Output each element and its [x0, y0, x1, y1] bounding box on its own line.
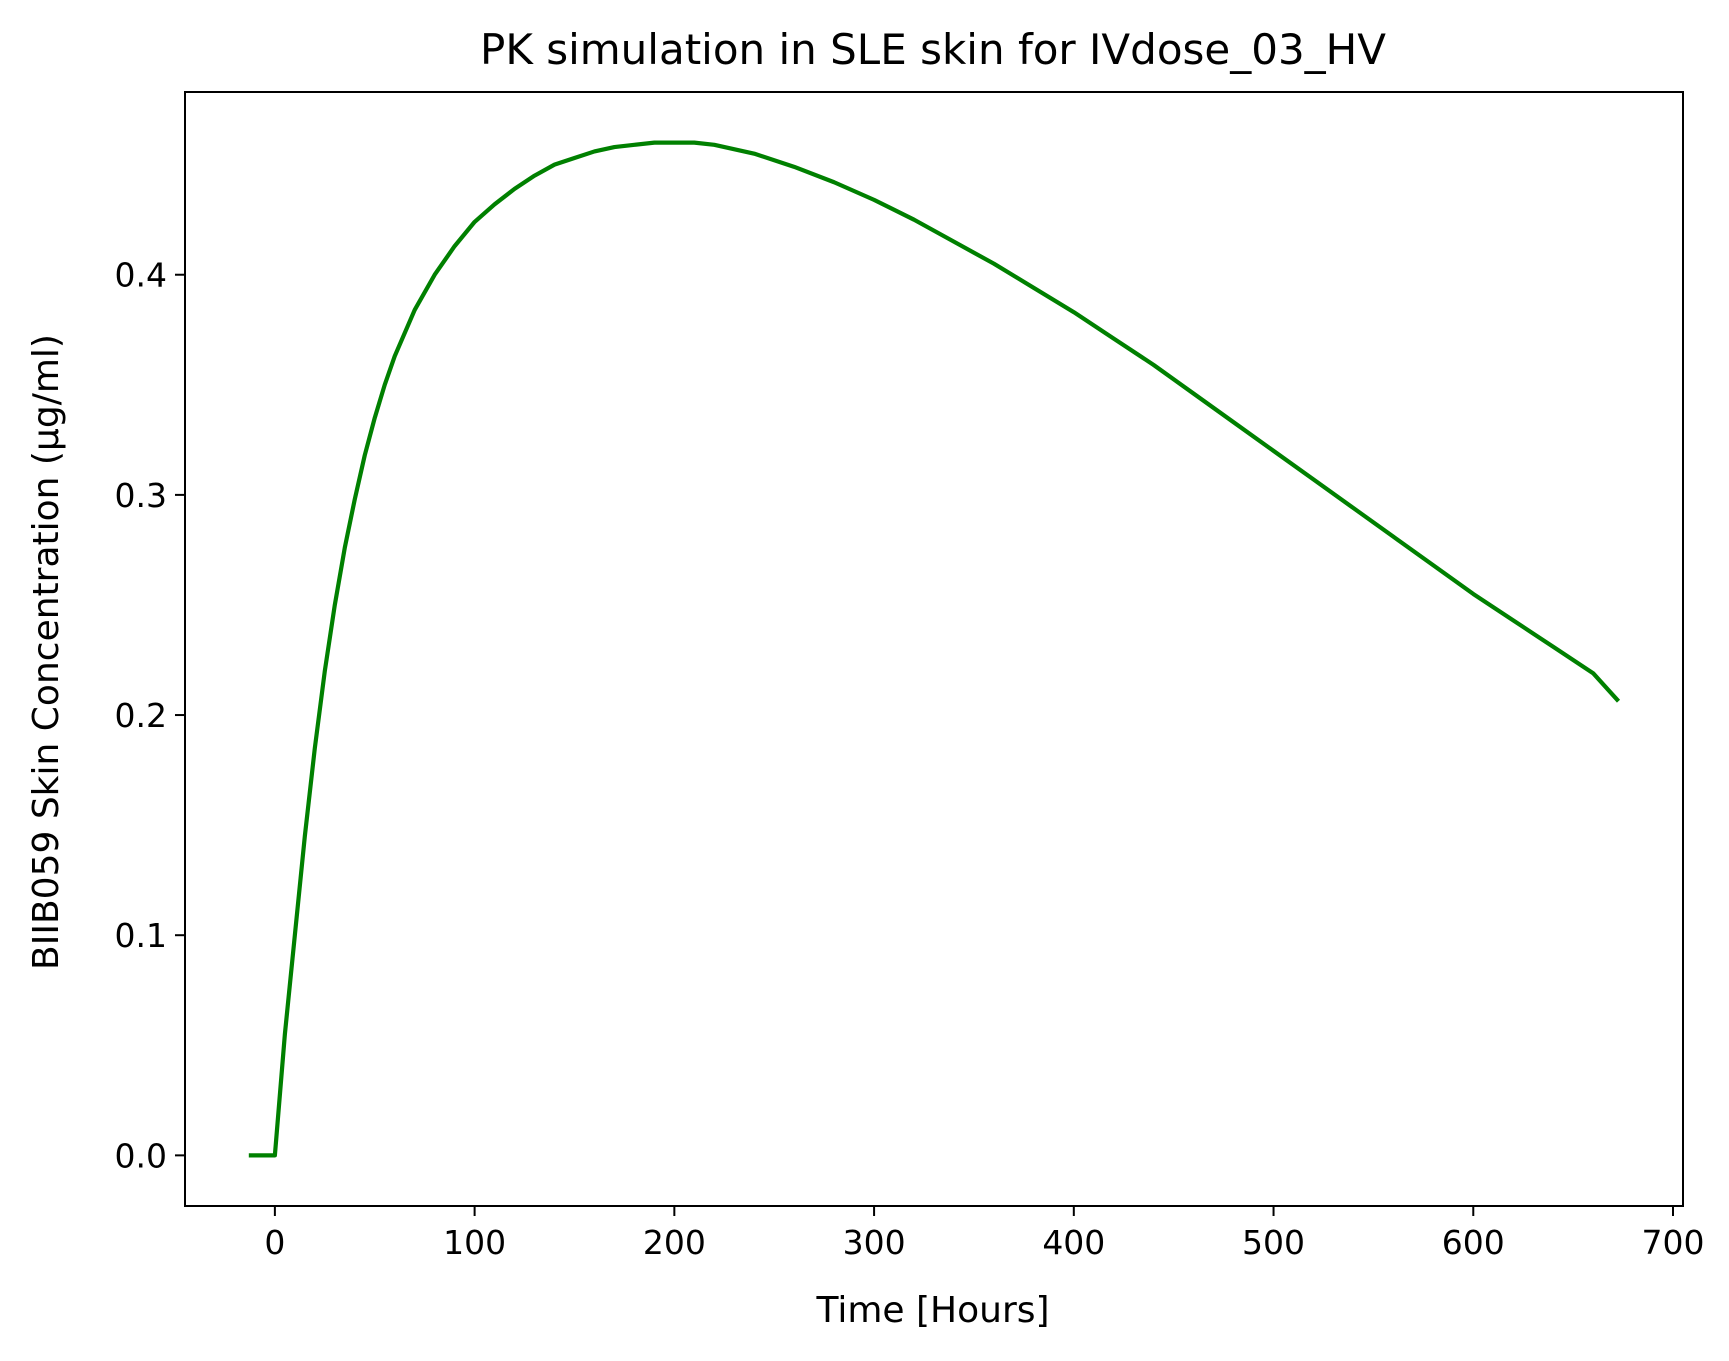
x-tick-label-1: 100 [443, 1223, 506, 1262]
x-tick-label-2: 200 [643, 1223, 706, 1262]
y-tick-label-0: 0.0 [115, 1136, 167, 1175]
series-line-0 [248, 140, 1621, 1158]
y-tick-label-1: 0.1 [115, 916, 167, 955]
y-tick-label-4: 0.4 [115, 256, 167, 295]
axes: 0 100 200 300 400 500 600 700 0.0 0.1 0.2 0.3 0.4 [115, 91, 1705, 1262]
x-tick-label-3: 300 [843, 1223, 906, 1262]
x-tick-label-5: 500 [1242, 1223, 1305, 1262]
y-axis-label: BIIB059 Skin Concentration (µg/ml) [26, 334, 67, 970]
x-tick-label-6: 600 [1442, 1223, 1505, 1262]
x-axis-label: Time [Hours] [815, 1290, 1049, 1331]
y-tick-label-3: 0.3 [115, 476, 167, 515]
plot-area [248, 140, 1621, 1158]
chart-title: PK simulation in SLE skin for IVdose_03_… [480, 25, 1386, 74]
x-tick-label-0: 0 [264, 1223, 285, 1262]
axes-frame [184, 91, 1684, 1207]
x-tick-label-4: 400 [1042, 1223, 1105, 1262]
y-tick-label-2: 0.2 [115, 696, 167, 735]
x-tick-label-7: 700 [1642, 1223, 1705, 1262]
